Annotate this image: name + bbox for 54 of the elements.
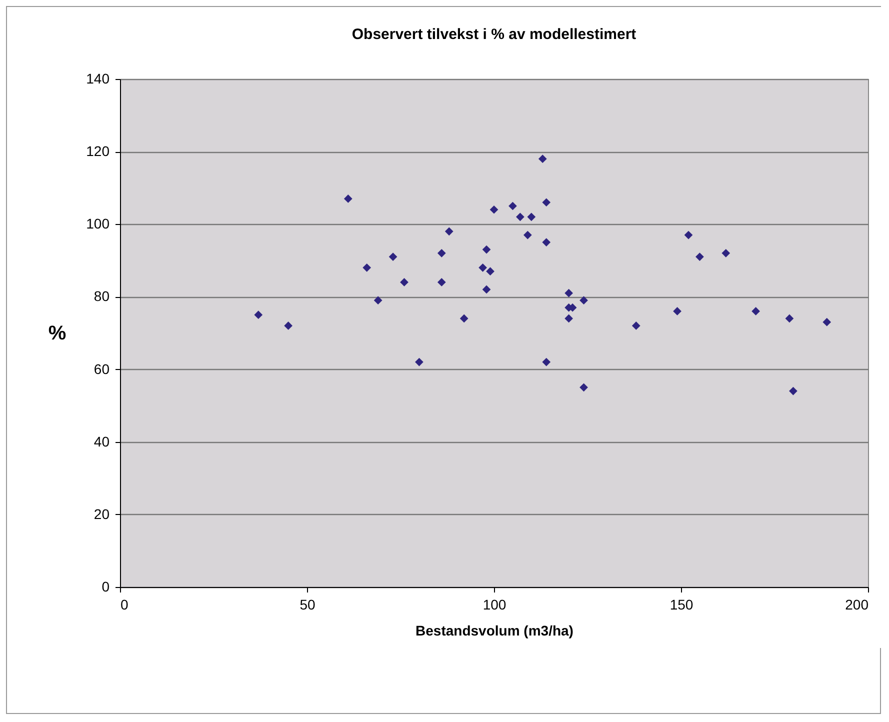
point (580, 383, 588, 392)
point (684, 230, 693, 240)
y-tick-label: 100 (86, 216, 110, 232)
point (673, 307, 682, 316)
point (486, 267, 494, 276)
y-tick-label: 40 (94, 433, 110, 450)
point (254, 310, 263, 320)
chart-title: Observert tilvekst i % av modellestimert (352, 26, 636, 43)
point (785, 314, 794, 323)
point (482, 285, 491, 294)
x-tick-label: 0 (120, 596, 128, 612)
point (400, 278, 408, 286)
y-tick-label: 140 (86, 70, 110, 86)
point (696, 252, 704, 261)
x-tick-label: 200 (845, 596, 869, 612)
x-axis-title: Bestandsvolum (m3/ha) (416, 622, 574, 638)
point (722, 248, 730, 258)
point (478, 264, 487, 272)
point (516, 212, 524, 222)
point (542, 238, 551, 246)
point (344, 194, 352, 203)
point (490, 205, 498, 214)
y-tick-label: 0 (102, 578, 110, 594)
point (538, 154, 547, 164)
point (752, 307, 760, 316)
point (632, 322, 640, 330)
point (564, 288, 573, 298)
point (580, 296, 588, 305)
point (523, 230, 532, 240)
point (482, 245, 491, 254)
y-tick-label: 120 (86, 143, 110, 160)
y-tick-label: 20 (94, 506, 110, 522)
y-tick-label: 80 (94, 288, 110, 304)
point (437, 248, 446, 258)
point (460, 314, 468, 323)
point (542, 358, 551, 366)
point (374, 296, 382, 305)
point (822, 318, 832, 326)
point (415, 358, 424, 366)
point (388, 252, 398, 261)
x-tick-label: 100 (482, 596, 506, 612)
point (437, 278, 446, 286)
x-tick-label: 150 (670, 596, 694, 612)
point (508, 202, 517, 210)
point (564, 314, 573, 323)
point (362, 264, 372, 272)
x-tick-label: 50 (300, 596, 316, 612)
y-tick-label: 60 (94, 360, 110, 377)
point (789, 386, 798, 396)
y-axis-title: % (48, 322, 66, 344)
point (284, 322, 292, 330)
point (527, 212, 536, 222)
point (542, 198, 551, 207)
point (444, 227, 454, 236)
